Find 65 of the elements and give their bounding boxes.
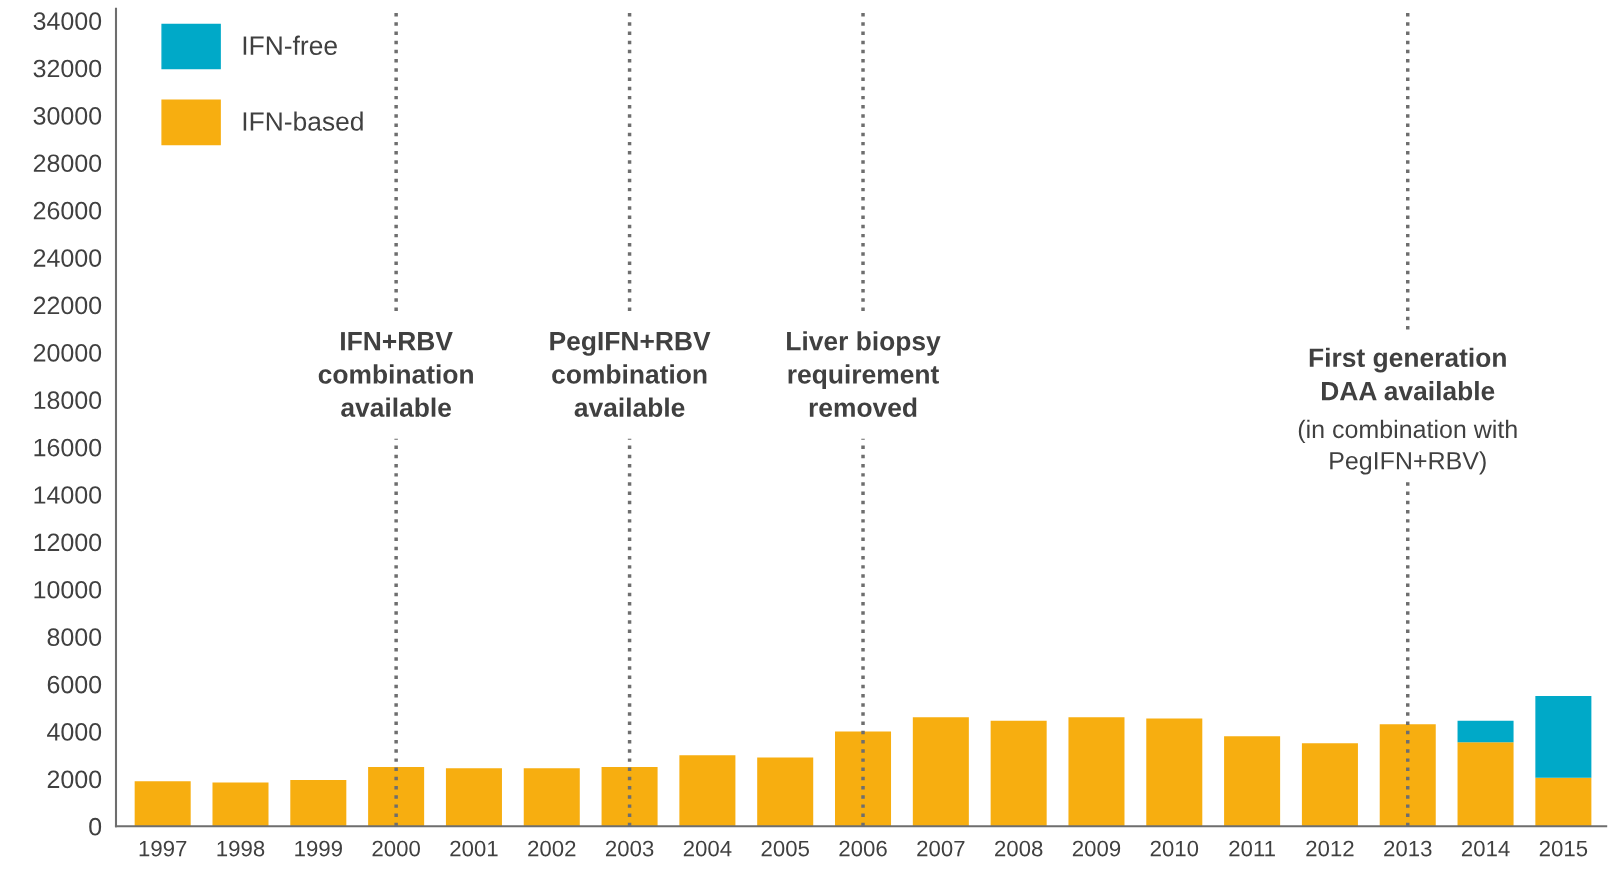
bar — [368, 767, 425, 827]
x-tick-label: 2009 — [1072, 840, 1121, 857]
x-tick-label: 2015 — [1539, 840, 1588, 857]
bar — [912, 717, 969, 827]
bar — [212, 782, 269, 827]
y-tick-label: 4000 — [47, 723, 102, 741]
x-tick-label: 2005 — [761, 840, 809, 857]
bar — [1301, 743, 1358, 827]
y-tick-label: 14000 — [34, 486, 102, 504]
ref-line-label: PegIFN+RBV combination available — [550, 332, 711, 417]
bar — [1379, 724, 1436, 827]
x-tick-label: 2000 — [372, 840, 420, 857]
bar — [290, 780, 347, 827]
ref-line-label: First generation DAA available — [1309, 347, 1506, 401]
y-tick-label: 24000 — [33, 249, 102, 267]
legend-label: IFN-free — [243, 35, 337, 55]
bar — [1457, 742, 1514, 827]
bar — [1146, 718, 1203, 827]
x-tick-label: 2006 — [839, 840, 887, 857]
bar — [1457, 720, 1514, 743]
y-tick-label: 34000 — [33, 12, 102, 30]
y-tick-label: 26000 — [33, 201, 102, 220]
x-tick-label: 2011 — [1229, 840, 1275, 857]
x-tick-label: 2007 — [917, 840, 965, 857]
y-tick-label: 32000 — [33, 59, 102, 78]
x-tick-label: 2001 — [450, 840, 498, 857]
x-tick-label: 2003 — [605, 840, 654, 857]
ref-line-label: IFN+RBV combination available — [318, 332, 473, 417]
x-tick-label: 1998 — [217, 840, 265, 857]
x-tick-label: 2010 — [1150, 840, 1199, 857]
bar — [445, 768, 502, 827]
annotation: (in combination with PegIFN+RBV) — [1298, 419, 1517, 475]
y-tick-label: 18000 — [34, 391, 102, 410]
y-tick-label: 8000 — [47, 628, 102, 647]
bar — [1535, 695, 1592, 778]
y-tick-label: 16000 — [34, 438, 102, 457]
bar — [134, 781, 191, 827]
y-tick-label: 10000 — [34, 580, 102, 599]
y-tick-label: 2000 — [47, 770, 102, 789]
x-tick-label: 1999 — [295, 840, 342, 857]
legend-label: IFN-based — [243, 111, 363, 131]
y-tick-label: 12000 — [34, 533, 102, 552]
y-tick-label: 28000 — [33, 154, 102, 173]
bar — [601, 767, 658, 827]
bar — [1068, 717, 1125, 827]
x-tick-label: 2004 — [683, 840, 732, 857]
y-tick-label: 20000 — [33, 343, 102, 362]
x-tick-label: 2014 — [1461, 840, 1510, 857]
y-tick-label: 0 — [89, 817, 102, 836]
bar — [1224, 736, 1281, 827]
x-tick-label: 2013 — [1384, 840, 1432, 857]
x-tick-label: 2008 — [995, 840, 1043, 857]
x-tick-label: 2012 — [1306, 840, 1354, 857]
y-tick-label: 22000 — [33, 296, 102, 315]
bar — [990, 720, 1047, 827]
bar — [679, 755, 736, 827]
x-tick-label: 1997 — [139, 840, 187, 857]
bar — [1535, 777, 1592, 827]
y-tick-label: 6000 — [47, 675, 102, 694]
ref-line-label: Liver biopsy requirement removed — [787, 331, 941, 417]
bar — [757, 757, 814, 827]
x-tick-label: 2002 — [528, 840, 576, 857]
bar — [523, 768, 580, 827]
bar — [835, 731, 892, 827]
y-tick-label: 30000 — [33, 107, 102, 125]
